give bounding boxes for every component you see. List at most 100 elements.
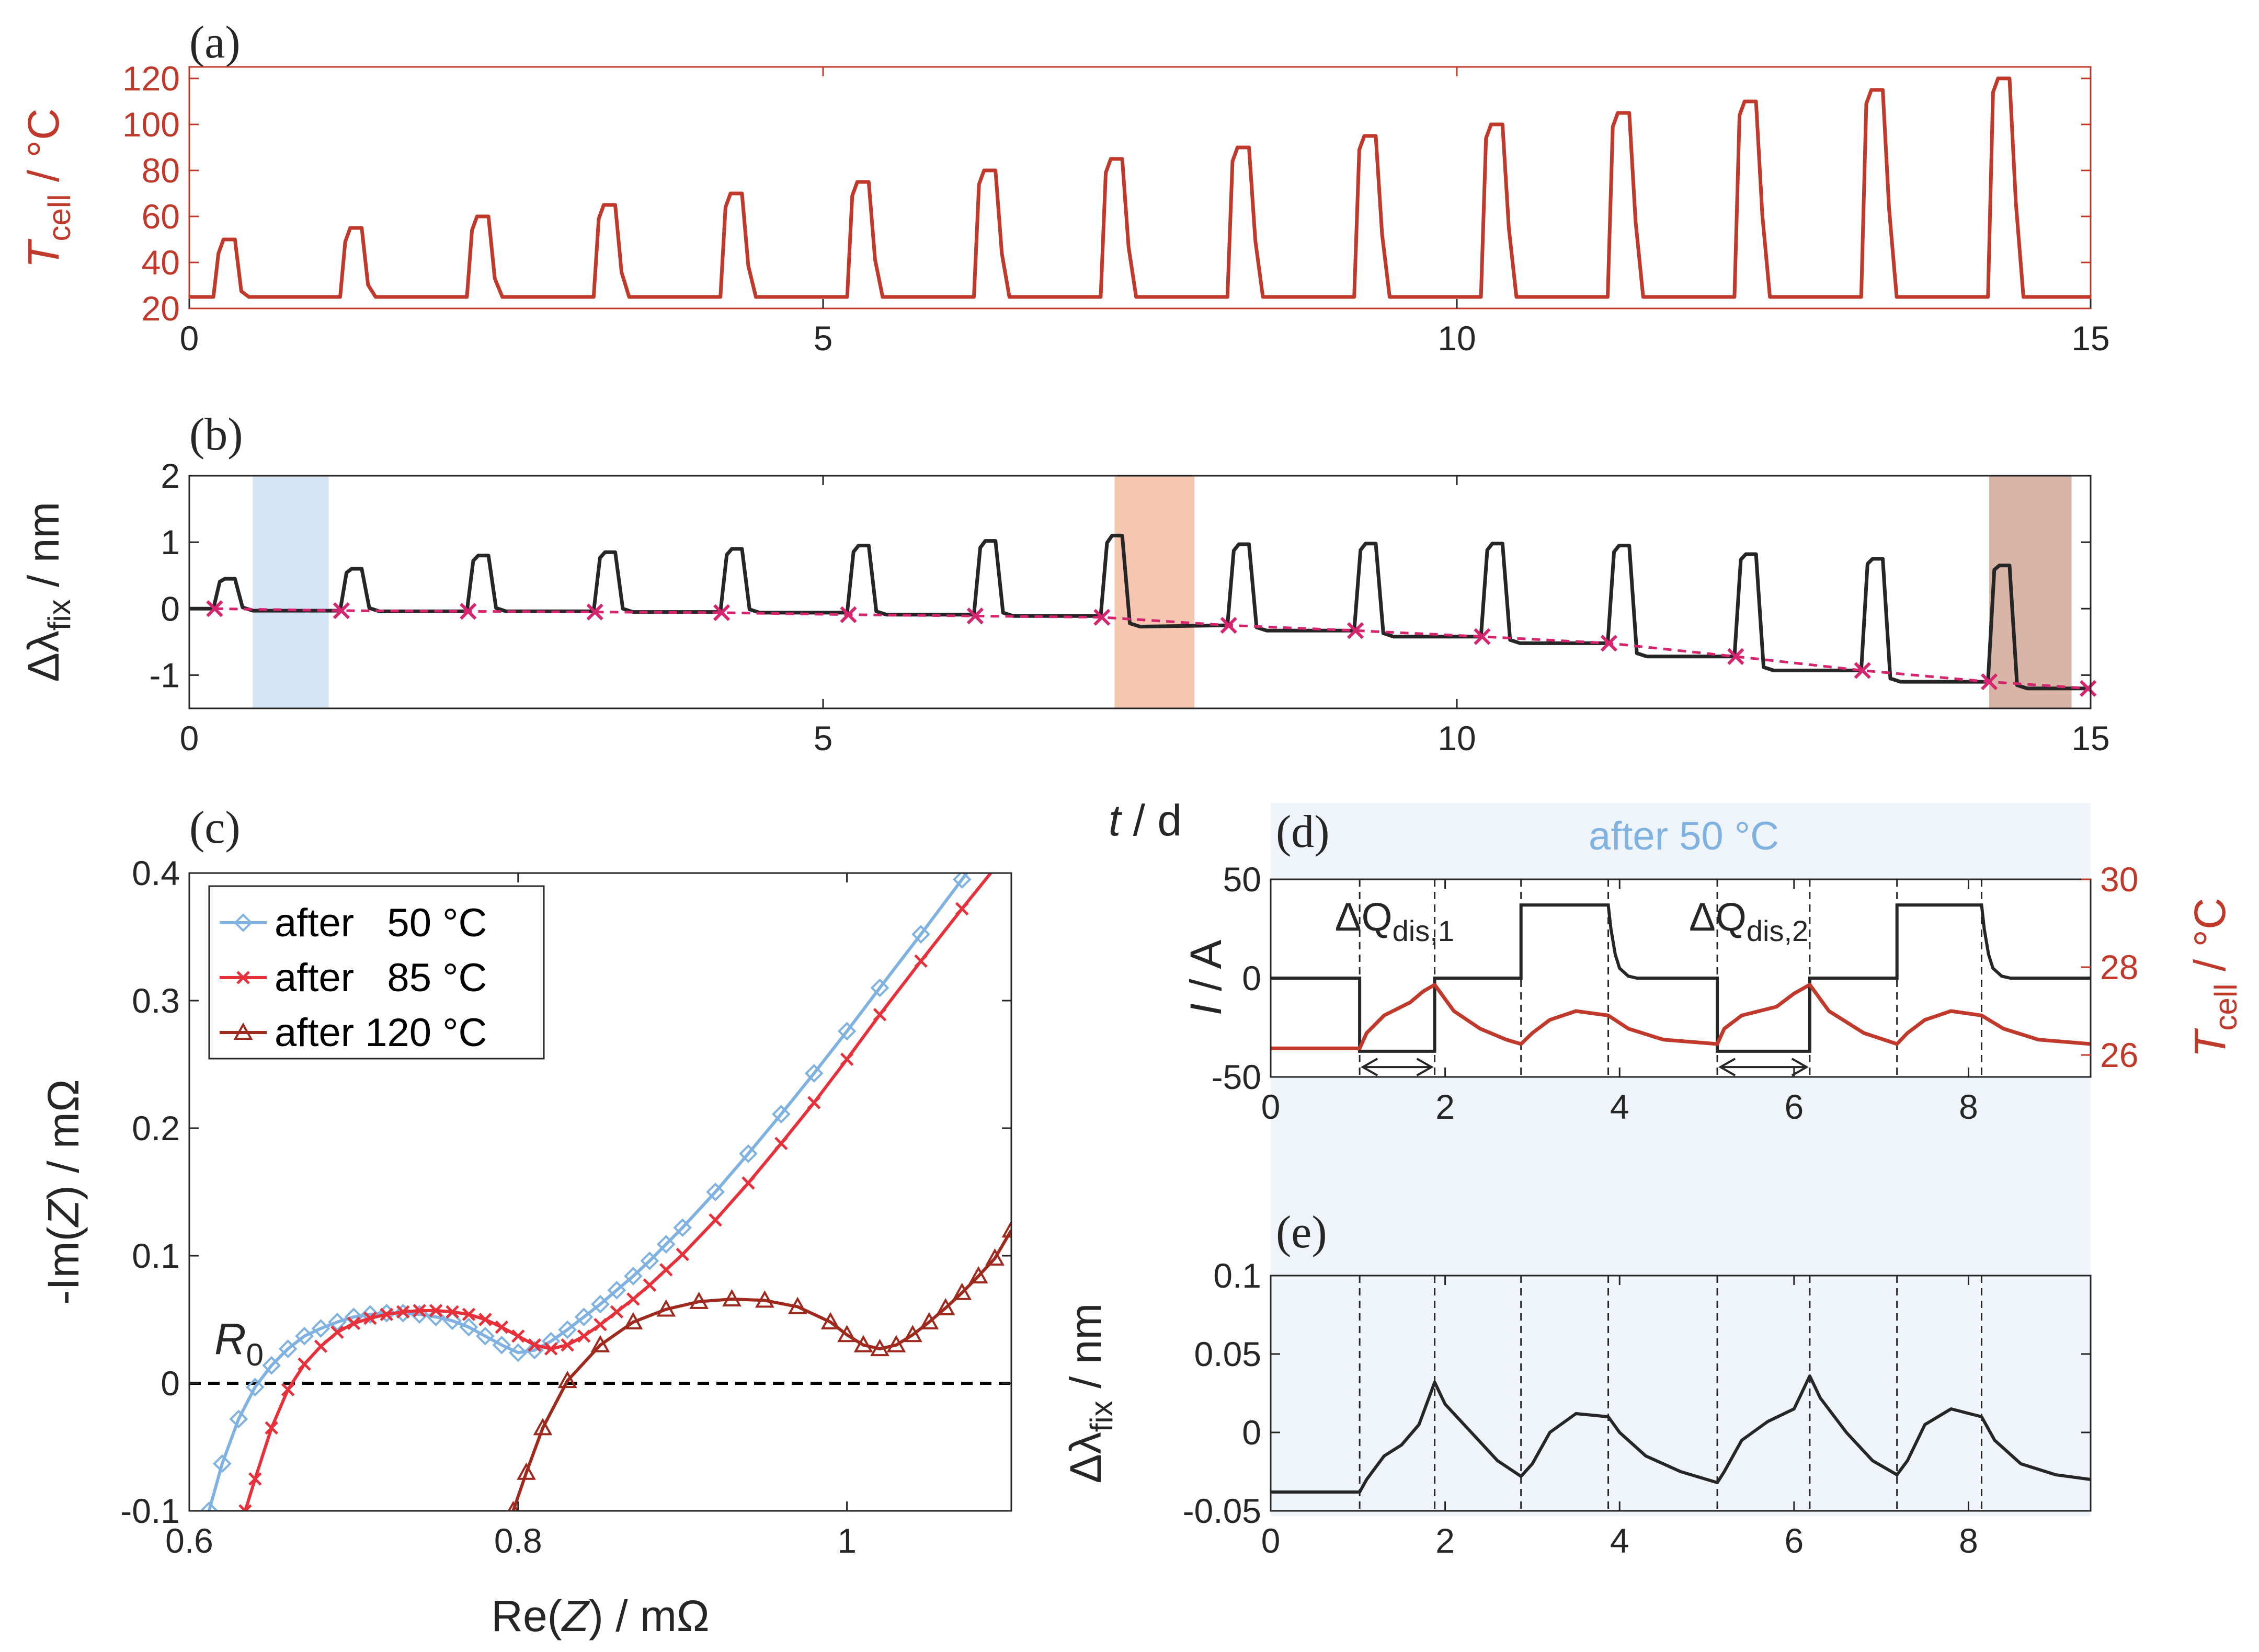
data-point-diamond <box>278 1339 298 1358</box>
ytick-label: 2 <box>161 456 180 495</box>
ytick-label: 0.4 <box>132 854 180 892</box>
xtick-label: 8 <box>1959 1087 1978 1126</box>
xtick-label: 10 <box>1437 319 1476 358</box>
baseline-marker <box>713 604 731 622</box>
panel-b-ylabel-sub: fix <box>42 599 77 630</box>
panel-b-marks <box>189 533 2097 697</box>
xtick-label: 0 <box>180 719 199 758</box>
data-point-triangle <box>722 1289 741 1306</box>
ytick-label: -1 <box>149 656 180 694</box>
panel-a-ylabel-unit: / °C <box>19 108 68 194</box>
ytick-label: 40 <box>142 243 180 282</box>
data-point-diamond <box>706 1183 725 1201</box>
panel-b-label: (b) <box>189 409 243 460</box>
xtick-label: 0 <box>1261 1087 1281 1126</box>
ytick-right-label: 30 <box>2100 860 2138 899</box>
panel-a-label: (a) <box>189 17 241 68</box>
data-point-x <box>314 1339 328 1353</box>
data-point-triangle <box>985 1248 1005 1266</box>
panel-a-ticks: 0 5 10 15 20 40 60 80 100 120 <box>122 59 2110 358</box>
panel-a-ylabel-sub: cell <box>42 194 77 241</box>
ytick-label: 120 <box>122 59 180 98</box>
ytick-label: 60 <box>142 197 180 236</box>
data-point-x <box>238 1504 252 1511</box>
panel-e-label: (e) <box>1276 1207 1327 1258</box>
panel-b-ylabel-unit: / nm <box>19 502 68 600</box>
data-point-x <box>544 1342 558 1356</box>
ytick-label: 0 <box>1242 1413 1261 1452</box>
baseline-marker <box>966 607 984 625</box>
data-point-triangle <box>903 1325 922 1343</box>
panel-c-xlabel-p2: ) / mΩ <box>589 1591 710 1640</box>
panel-b-ylabel-main: Δλ <box>19 630 68 682</box>
delta-q-main: ΔQ <box>1689 895 1747 939</box>
delta-q-sub: dis,2 <box>1747 914 1808 947</box>
panel-b-frame <box>188 475 2092 709</box>
panel-c-ylabel-p0: -Im( <box>39 1226 88 1304</box>
ytick-label: 80 <box>142 151 180 190</box>
delta-q-sub: dis,1 <box>1393 914 1454 947</box>
data-point-x <box>380 1307 394 1322</box>
xtick-label: 6 <box>1784 1521 1804 1560</box>
delta-q-annotation: ΔQdis,1 <box>1335 895 1454 947</box>
xtick-label: 5 <box>814 719 833 758</box>
data-point-diamond <box>245 1378 265 1397</box>
legend-label-2: after 120 °C <box>275 1011 487 1055</box>
panel-d-ylabel-right-sub: cell <box>2208 983 2243 1030</box>
data-point-diamond <box>911 925 930 944</box>
data-point-x <box>446 1305 459 1319</box>
xtick-label: 0 <box>1261 1521 1281 1560</box>
delta-lambda-series-line <box>189 533 2091 691</box>
panel-e-ylabel: Δλfix / nm <box>1061 1303 1119 1484</box>
data-point-x <box>840 1052 854 1066</box>
data-point-diamond <box>837 1022 857 1041</box>
panel-c-xlabel-p1: Z <box>561 1591 590 1640</box>
ytick-label: -0.05 <box>1183 1492 1261 1530</box>
data-point-triangle <box>837 1325 857 1343</box>
panel-e-ylabel-unit: / nm <box>1061 1303 1110 1401</box>
data-point-x <box>511 1329 525 1343</box>
data-point-diamond <box>328 1313 347 1332</box>
data-point-diamond <box>558 1320 577 1339</box>
baseline-marker <box>1474 628 1491 645</box>
panel-e-frame <box>1270 1275 2092 1512</box>
panel-c-ylabel-p2: ) / mΩ <box>39 1079 88 1200</box>
data-point-x <box>396 1305 410 1319</box>
ytick-right-label: 28 <box>2100 948 2138 986</box>
duration-arrow <box>1361 1058 1434 1076</box>
data-point-x <box>298 1357 311 1371</box>
baseline-marker <box>1600 635 1618 652</box>
panel-c-plot-area <box>189 842 1017 1511</box>
data-point-x <box>659 1263 673 1277</box>
data-point-triangle <box>886 1335 906 1352</box>
data-point-x <box>265 1421 278 1435</box>
data-point-x <box>1006 842 1017 853</box>
panel-e-ylabel-sub: fix <box>1084 1401 1119 1432</box>
panel-d-ylabel-unit: / A <box>1181 940 1230 1003</box>
panel-c: (c) 0.6 0.8 1-0.100.10.20.30.4 Re(Z) / mΩ … <box>39 802 1017 1640</box>
panel-a: (a) 0 5 10 15 20 40 60 80 100 120 Tcell / °C <box>19 17 2110 358</box>
ytick-label: 50 <box>1223 860 1261 899</box>
ytick-label: 0.1 <box>132 1236 180 1275</box>
data-point-diamond <box>262 1356 281 1375</box>
ytick-label: 0.2 <box>132 1109 180 1148</box>
data-point-x <box>626 1292 640 1306</box>
baseline-marker <box>2080 680 2097 697</box>
data-point-diamond <box>772 1105 791 1123</box>
duration-arrow <box>1718 1058 1809 1076</box>
panel-a-ylabel: Tcell / °C <box>19 108 77 268</box>
data-point-diamond <box>739 1144 758 1163</box>
panel-d-label: (d) <box>1276 807 1330 857</box>
panel-c-xlabel-p0: Re( <box>491 1591 562 1640</box>
data-point-diamond <box>295 1326 314 1346</box>
panel-b-shaded-regions <box>253 476 2072 708</box>
delta-q-annotation: ΔQdis,2 <box>1689 895 1808 947</box>
data-point-diamond <box>673 1218 692 1237</box>
data-point-diamond <box>234 913 253 932</box>
cell-temperature-series-line <box>1271 983 2091 1050</box>
data-point-diamond <box>492 1335 511 1355</box>
